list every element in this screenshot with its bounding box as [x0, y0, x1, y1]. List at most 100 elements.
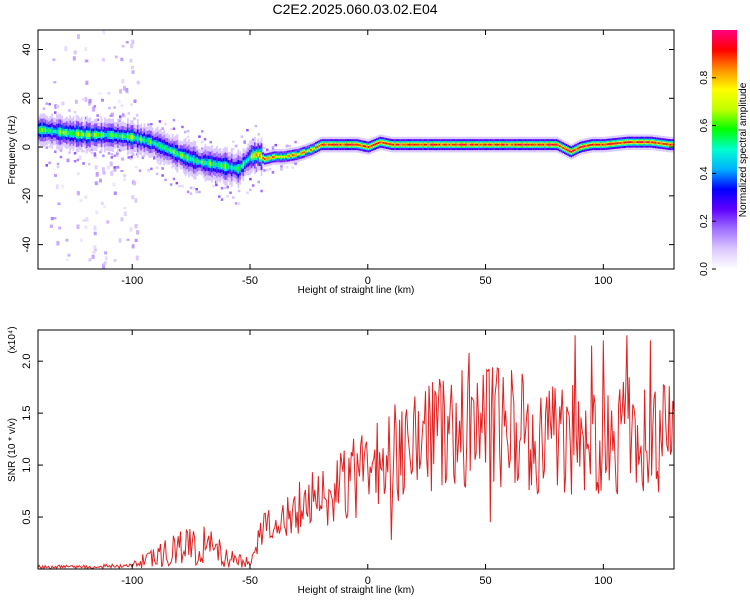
- spectrogram-y-label: Frequency (Hz): [7, 116, 18, 185]
- spectrogram-cell: [178, 152, 180, 156]
- spectrogram-cell: [557, 144, 560, 147]
- spectrogram-cell: [626, 141, 629, 144]
- spectrogram-cell: [115, 134, 118, 138]
- spectrogram-cell: [92, 106, 96, 112]
- spectrogram-cell: [402, 143, 405, 146]
- spectrogram-cell: [359, 144, 362, 147]
- spectrogram-cell: [415, 143, 418, 146]
- spectrogram-cell: [243, 140, 246, 143]
- spectrogram-cell: [188, 155, 190, 161]
- spectrogram-cell: [61, 101, 65, 106]
- spectrogram-cell: [275, 155, 278, 158]
- spectrogram-cell: [133, 181, 137, 186]
- spectrogram-cell: [471, 143, 474, 146]
- spectrogram-cell: [120, 170, 124, 173]
- spectrogram-cell: [94, 165, 98, 170]
- spectrogram-cell: [514, 143, 517, 146]
- spectrogram-cell: [189, 192, 193, 195]
- spectrogram-cell: [631, 141, 634, 144]
- spectrogram-cell: [158, 143, 161, 148]
- spectrogram-cell: [420, 143, 423, 146]
- x-tick-label: -100: [121, 575, 143, 587]
- spectrogram-cell: [620, 142, 622, 144]
- spectrogram-cell: [270, 156, 273, 159]
- spectrogram-cell: [568, 150, 571, 153]
- spectrogram-cell: [343, 143, 345, 146]
- spectrogram-cell: [146, 139, 149, 143]
- spectrogram-cell: [371, 144, 373, 147]
- spectrogram-cell: [169, 183, 173, 186]
- spectrogram-cell: [64, 46, 68, 52]
- spectrogram-cell: [130, 155, 133, 159]
- spectrogram-cell: [196, 159, 199, 163]
- spectrogram-cell: [94, 132, 96, 137]
- spectrogram-cell: [178, 184, 181, 188]
- spectrogram-cell: [544, 143, 546, 146]
- spectrogram-cell: [387, 142, 390, 145]
- spectrogram-cell: [506, 143, 509, 146]
- spectrogram-cell: [54, 150, 57, 153]
- spectrogram-cell: [172, 177, 176, 181]
- spectrogram-cell: [123, 206, 127, 210]
- spectrogram-cell: [455, 143, 457, 146]
- spectrogram-cell: [653, 141, 655, 144]
- spectrogram-cell: [390, 143, 393, 146]
- spectrogram-cell: [138, 137, 141, 141]
- spectrogram-cell: [110, 153, 114, 156]
- spectrogram-cell: [418, 143, 421, 146]
- spectrogram-cell: [201, 140, 204, 144]
- spectrogram-cell: [160, 144, 162, 149]
- spectrogram-cell: [323, 143, 326, 146]
- spectrogram-cell: [107, 132, 110, 137]
- spectrogram-cell: [438, 143, 441, 146]
- spectrogram-cell: [155, 172, 159, 176]
- snr-panel: -100 -50 0 50 100 0.5 1.0 1.5 2.0 Height of str…: [7, 326, 675, 596]
- spectrogram-cell: [184, 130, 187, 134]
- spectrogram-cell: [346, 143, 349, 146]
- spectrogram-cell: [460, 143, 462, 146]
- spectrogram-cell: [201, 147, 204, 150]
- spectrogram-cell: [226, 185, 229, 189]
- spectrogram-cell: [166, 147, 169, 151]
- spectrogram-cell: [271, 171, 275, 174]
- spectrogram-cell: [95, 210, 99, 215]
- spectrogram-cell: [112, 133, 114, 138]
- spectrogram-cell: [84, 195, 88, 199]
- spectrogram-cell: [158, 120, 162, 123]
- spectrogram-cell: [262, 157, 264, 159]
- spectrogram-cell: [354, 143, 357, 146]
- spectrogram-cell: [646, 141, 649, 144]
- snr-frame: [37, 329, 675, 570]
- spectrogram-cell: [517, 143, 520, 146]
- spectrogram-cell: [458, 143, 461, 146]
- spectrogram-cell: [413, 143, 416, 146]
- spectrogram-cell: [54, 111, 57, 114]
- spectrogram-cell: [417, 143, 419, 146]
- spectrogram-cell: [605, 143, 607, 146]
- spectrogram-cell: [334, 143, 337, 146]
- spectrogram-cell: [134, 238, 138, 243]
- spectrogram-cell: [48, 102, 51, 106]
- spectrogram-cell: [237, 189, 241, 193]
- spectrogram-cell: [141, 138, 144, 142]
- spectrogram-cell: [249, 155, 251, 160]
- spectrogram-cell: [148, 139, 151, 144]
- spectrogram-cell: [113, 154, 116, 158]
- spectrogram-cell: [524, 143, 527, 146]
- spectrogram-cell: [320, 144, 322, 146]
- spectrogram-cell: [280, 155, 283, 158]
- x-tick-label: 100: [594, 275, 612, 287]
- spectrogram-cell: [265, 158, 268, 160]
- y-tick-label: 1.0: [21, 457, 33, 472]
- spectrogram-cell: [283, 155, 286, 158]
- spectrogram-cell: [68, 109, 71, 112]
- spectrogram-cell: [101, 58, 105, 62]
- spectrogram-cell: [300, 152, 302, 155]
- spectrogram-cell: [173, 150, 175, 154]
- spectrogram-cell: [422, 143, 424, 146]
- spectrogram-cell: [333, 143, 335, 146]
- spectrogram-cell: [93, 105, 97, 108]
- spectrogram-cell: [496, 143, 499, 146]
- spectrogram-cell: [260, 154, 263, 160]
- spectrogram-cell: [519, 143, 522, 146]
